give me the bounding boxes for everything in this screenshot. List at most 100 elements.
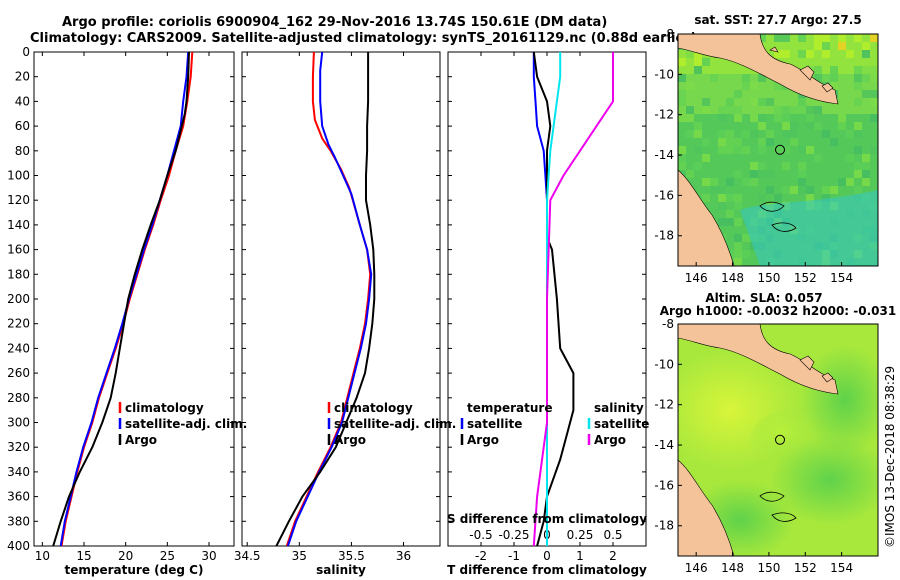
sst-pixel (686, 106, 694, 114)
sst-pixel (782, 186, 790, 194)
sst-pixel (734, 234, 742, 242)
sst-pixel (758, 138, 766, 146)
s-difference-label: S difference from climatology (447, 512, 647, 526)
sst-pixel (798, 146, 806, 154)
sst-pixel (694, 162, 702, 170)
sst-pixel (862, 154, 870, 162)
sla-map-title: Altim. SLA: 0.057 (705, 291, 822, 305)
sst-pixel (734, 258, 742, 266)
sst-map (678, 34, 878, 266)
x-tick-label: 34.5 (234, 549, 261, 563)
series-s-argo (532, 52, 614, 546)
sst-pixel (742, 178, 750, 186)
legend-s-satellite: satellite (594, 417, 649, 431)
sst-pixel (686, 170, 694, 178)
sst-pixel (782, 146, 790, 154)
sst-argo-marker (775, 144, 785, 155)
sst-pixel (750, 178, 758, 186)
sst-pixel (822, 186, 830, 194)
sst-pixel (678, 98, 686, 106)
sst-pixel (814, 106, 822, 114)
legend-salinity-title: salinity (594, 401, 644, 415)
sst-pixel (814, 122, 822, 130)
sst-pixel (846, 154, 854, 162)
map-x-tick-label: 154 (830, 271, 853, 285)
sst-pixel (806, 122, 814, 130)
sst-pixel (742, 130, 750, 138)
sst-pixel (702, 178, 710, 186)
depth-tick-label: 60 (15, 119, 30, 133)
sst-pixel (782, 122, 790, 130)
legend-t-argo: Argo (467, 433, 499, 447)
x-tick-label: 10 (35, 549, 50, 563)
series-climatology (285, 52, 372, 546)
depth-tick-label: 360 (7, 490, 30, 504)
sst-pixel (758, 194, 766, 202)
sst-map-ticks: 146 148 150 152 154 -8 -10 -12 -14 -16 -18 (654, 27, 853, 285)
sst-pixel (798, 162, 806, 170)
sst-pixel (846, 50, 854, 58)
sst-pixel (774, 106, 782, 114)
sst-pixel (694, 122, 702, 130)
temperature-xlabel: temperature (deg C) (65, 563, 204, 577)
sst-pixel (806, 50, 814, 58)
sst-pixel (734, 138, 742, 146)
sst-pixel (758, 34, 766, 42)
legend-argo: Argo (334, 433, 366, 447)
sst-pixel (806, 194, 814, 202)
depth-tick-label: 120 (7, 193, 30, 207)
sst-pixel (734, 146, 742, 154)
depth-tick-label: 80 (15, 144, 30, 158)
s-diff-tick-label: 0.25 (567, 528, 594, 542)
sst-pixel (814, 42, 822, 50)
depth-tick-label: 260 (7, 366, 30, 380)
sla-mid-blob (750, 410, 830, 470)
sst-pixel (862, 74, 870, 82)
sst-pixel (830, 66, 838, 74)
depth-tick-label: 320 (7, 440, 30, 454)
sla-map-ticks: 146 148 150 152 154 -8 -10 -12 -14 -16 -18 (654, 317, 853, 575)
s-diff-tick-label: 0.5 (603, 528, 622, 542)
sst-pixel (774, 114, 782, 122)
legend-argo: Argo (125, 433, 157, 447)
sst-pixel (814, 34, 822, 42)
sst-pixel (750, 82, 758, 90)
sst-pixel (798, 178, 806, 186)
sst-pixel (806, 186, 814, 194)
sst-pixel (846, 178, 854, 186)
sst-pixel (750, 114, 758, 122)
legend-t-satellite: satellite (467, 417, 522, 431)
sst-pixel (774, 146, 782, 154)
sst-pixel (710, 74, 718, 82)
depth-tick-label: 380 (7, 514, 30, 528)
temperature-axes (33, 51, 235, 547)
sst-pixel (782, 162, 790, 170)
sst-pixel (678, 74, 686, 82)
sst-cool-patch (740, 190, 878, 266)
sst-pixel (862, 162, 870, 170)
x-tick-label: 1 (576, 549, 584, 563)
depth-tick-label: 280 (7, 391, 30, 405)
sst-pixel (862, 50, 870, 58)
sst-pixel (734, 194, 742, 202)
map-y-tick-label: -10 (654, 67, 674, 81)
sst-pixel (758, 114, 766, 122)
sst-pixel (814, 66, 822, 74)
sst-pixel (726, 138, 734, 146)
sst-pixel (694, 50, 702, 58)
sst-pixel (854, 98, 862, 106)
s-diff-tick-label: -0.5 (469, 528, 492, 542)
sst-pixel (678, 114, 686, 122)
sst-pixel (710, 186, 718, 194)
sst-land-png (678, 34, 839, 105)
depth-tick-label: 20 (15, 70, 30, 84)
depth-tick-label: 240 (7, 341, 30, 355)
sst-pixel (822, 194, 830, 202)
series-t-argo (532, 52, 575, 546)
depth-tick-label: 220 (7, 317, 30, 331)
sst-pixel (758, 170, 766, 178)
depth-tick-label: 400 (7, 539, 30, 553)
sst-pixel (870, 146, 878, 154)
sst-pixel (854, 162, 862, 170)
